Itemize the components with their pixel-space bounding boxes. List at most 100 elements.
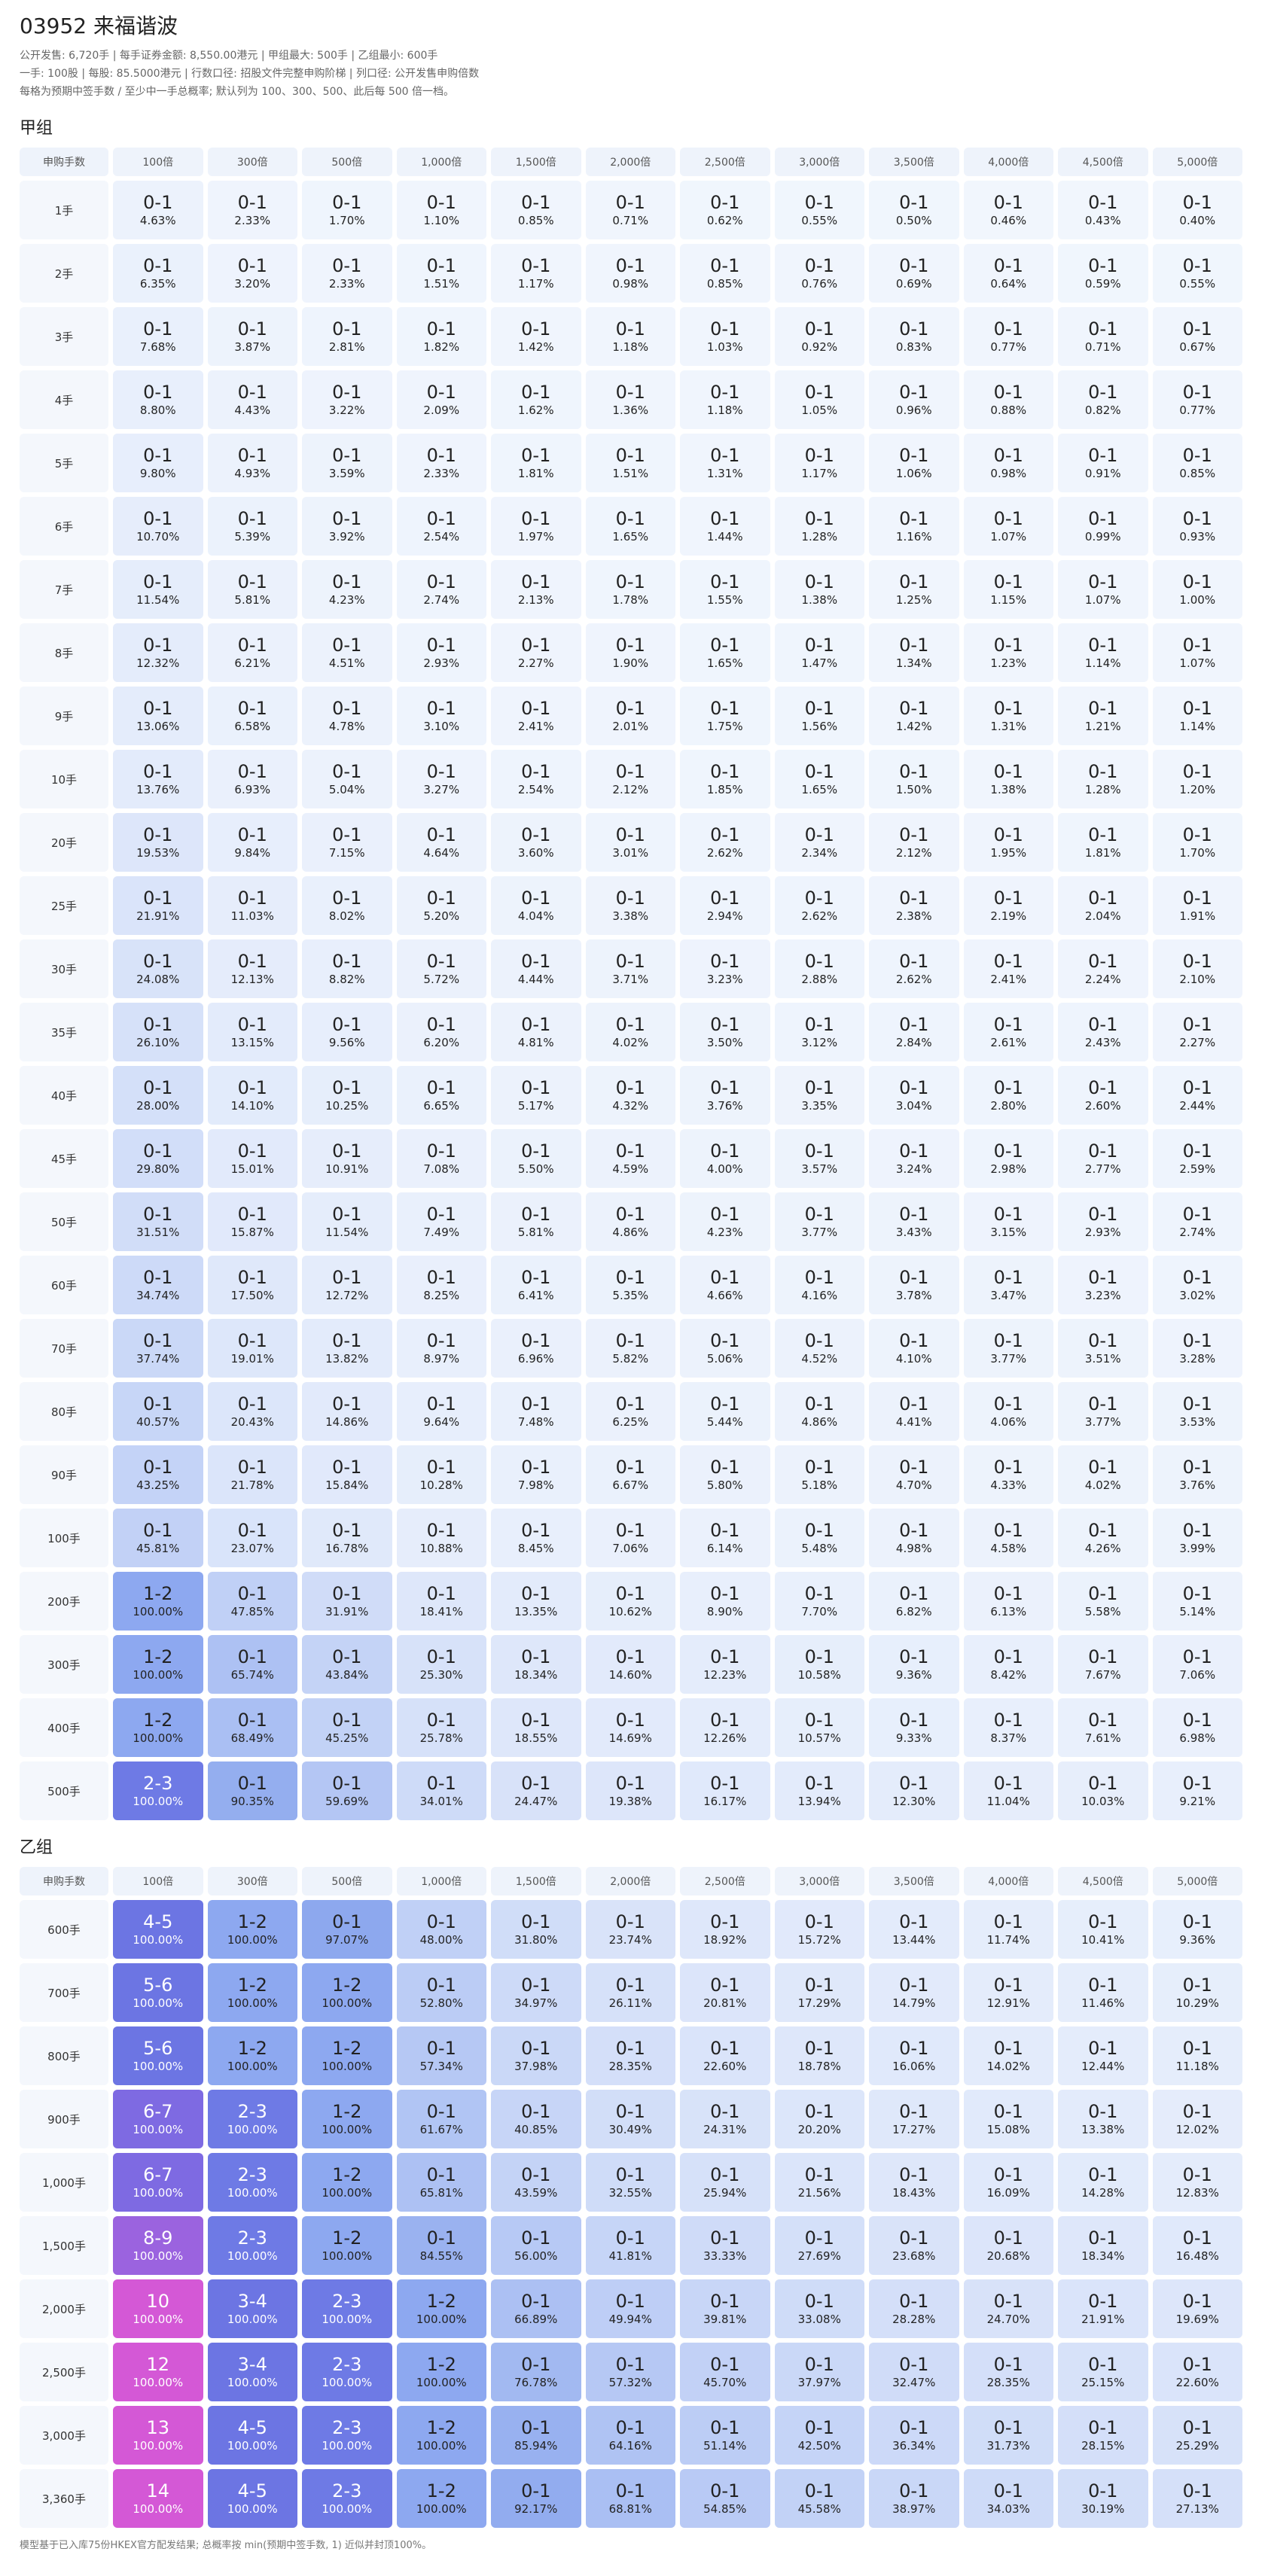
cell-range: 0-1	[804, 1204, 834, 1225]
cell-range: 0-1	[615, 2164, 645, 2185]
cell-probability: 43.84%	[325, 1668, 369, 1682]
cell-range: 0-1	[615, 635, 645, 656]
cell: 8-9 100.00%	[113, 2216, 203, 2275]
cell: 0-1 1.36%	[585, 370, 675, 429]
cell-range: 0-1	[804, 635, 834, 656]
cell-probability: 10.62%	[608, 1605, 652, 1618]
cell: 1-2 100.00%	[396, 2279, 486, 2338]
cell-range: 0-1	[993, 2038, 1023, 2059]
cell-probability: 24.31%	[703, 2123, 747, 2136]
cell-range: 0-1	[237, 1583, 267, 1604]
cell: 0-1 2.81%	[302, 307, 392, 366]
cell-range: 0-1	[1088, 2164, 1118, 2185]
cell: 1-2 100.00%	[396, 2343, 486, 2401]
cell: 0-1 4.43%	[207, 370, 297, 429]
cell: 0-1 5.35%	[585, 1256, 675, 1314]
column-header: 2,500倍	[680, 148, 770, 176]
cell: 0-1 13.38%	[1058, 2090, 1148, 2148]
cell: 0-1 0.99%	[1058, 497, 1148, 556]
cell-probability: 7.61%	[1084, 1731, 1121, 1745]
cell: 0-1 34.03%	[963, 2469, 1053, 2528]
cell-range: 0-1	[332, 1583, 362, 1604]
cell-range: 0-1	[1088, 318, 1118, 340]
cell-range: 0-1	[332, 571, 362, 592]
cell-range: 0-1	[332, 1393, 362, 1414]
cell-range: 0-1	[615, 824, 645, 845]
cell: 0-1 37.74%	[113, 1319, 203, 1378]
cell-probability: 9.21%	[1179, 1795, 1216, 1808]
cell: 0-1 10.70%	[113, 497, 203, 556]
cell-range: 0-1	[521, 2038, 551, 2059]
cell-probability: 18.34%	[1081, 2249, 1125, 2263]
cell-probability: 45.25%	[325, 1731, 369, 1745]
cell: 0-1 4.10%	[869, 1319, 959, 1378]
cell-probability: 0.55%	[801, 214, 838, 227]
cell-probability: 2.84%	[895, 1036, 932, 1049]
cell: 0-1 7.98%	[491, 1445, 581, 1504]
cell-probability: 5.39%	[234, 530, 271, 544]
cell: 0-1 7.49%	[396, 1192, 486, 1251]
cell: 0-1 18.41%	[396, 1572, 486, 1631]
cell-probability: 13.35%	[514, 1605, 558, 1618]
row-label: 900手	[20, 2090, 108, 2148]
cell: 0-1 3.23%	[1058, 1256, 1148, 1314]
cell-range: 0-1	[521, 1773, 551, 1794]
row-label: 1,000手	[20, 2153, 108, 2212]
cell: 2-3 100.00%	[302, 2343, 392, 2401]
cell-range: 0-1	[899, 2038, 929, 2059]
cell-range: 0-1	[899, 1710, 929, 1731]
cell-probability: 3.77%	[801, 1226, 838, 1239]
cell-range: 0-1	[1088, 888, 1118, 909]
cell-range: 0-1	[521, 1710, 551, 1731]
cell-range: 0-1	[332, 508, 362, 529]
cell: 0-1 1.34%	[869, 623, 959, 682]
cell-range: 0-1	[521, 1077, 551, 1098]
cell: 0-1 15.01%	[207, 1129, 297, 1188]
cell-probability: 4.44%	[517, 973, 554, 986]
cell-probability: 3.78%	[895, 1289, 932, 1302]
cell-probability: 0.88%	[990, 403, 1027, 417]
cell-range: 0-1	[615, 1520, 645, 1541]
cell-range: 0-1	[332, 698, 362, 719]
cell-probability: 11.54%	[136, 593, 180, 607]
cell-probability: 10.58%	[797, 1668, 841, 1682]
cell: 0-1 3.02%	[1152, 1256, 1242, 1314]
cell-range: 0-1	[899, 382, 929, 403]
cell: 0-1 41.81%	[585, 2216, 675, 2275]
cell-range: 0-1	[899, 1911, 929, 1932]
cell: 0-1 4.16%	[774, 1256, 864, 1314]
cell: 0-1 3.77%	[963, 1319, 1053, 1378]
cell-probability: 5.35%	[612, 1289, 649, 1302]
cell: 0-1 43.59%	[491, 2153, 581, 2212]
row-label: 60手	[20, 1256, 108, 1314]
cell-range: 3-4	[237, 2354, 267, 2375]
cell: 0-1 54.85%	[680, 2469, 770, 2528]
cell-probability: 5.20%	[423, 909, 460, 923]
cell-range: 0-1	[1088, 951, 1118, 972]
cell: 0-1 84.55%	[396, 2216, 486, 2275]
row-label: 600手	[20, 1900, 108, 1959]
cell: 0-1 40.57%	[113, 1382, 203, 1441]
cell-range: 0-1	[804, 2227, 834, 2249]
cell-probability: 1.14%	[1084, 656, 1121, 670]
cell: 0-1 13.76%	[113, 750, 203, 808]
cell: 0-1 11.54%	[302, 1192, 392, 1251]
cell-range: 0-1	[710, 1393, 740, 1414]
cell: 1-2 100.00%	[302, 2090, 392, 2148]
column-header: 3,500倍	[869, 148, 959, 176]
cell-probability: 34.01%	[419, 1795, 463, 1808]
cell-range: 0-1	[521, 508, 551, 529]
cell-probability: 29.80%	[136, 1162, 180, 1176]
cell-probability: 7.68%	[139, 340, 176, 354]
cell: 0-1 31.73%	[963, 2406, 1053, 2465]
cell: 0-1 90.35%	[207, 1761, 297, 1820]
cell: 2-3 100.00%	[302, 2279, 392, 2338]
cell: 0-1 8.82%	[302, 939, 392, 998]
cell-range: 0-1	[1182, 1014, 1212, 1035]
column-header: 1,500倍	[491, 1867, 581, 1895]
cell-range: 0-1	[426, 1393, 456, 1414]
cell-probability: 0.99%	[1084, 530, 1121, 544]
cell-probability: 12.72%	[325, 1289, 369, 1302]
cell: 0-1 2.94%	[680, 876, 770, 935]
cell-probability: 6.20%	[423, 1036, 460, 1049]
